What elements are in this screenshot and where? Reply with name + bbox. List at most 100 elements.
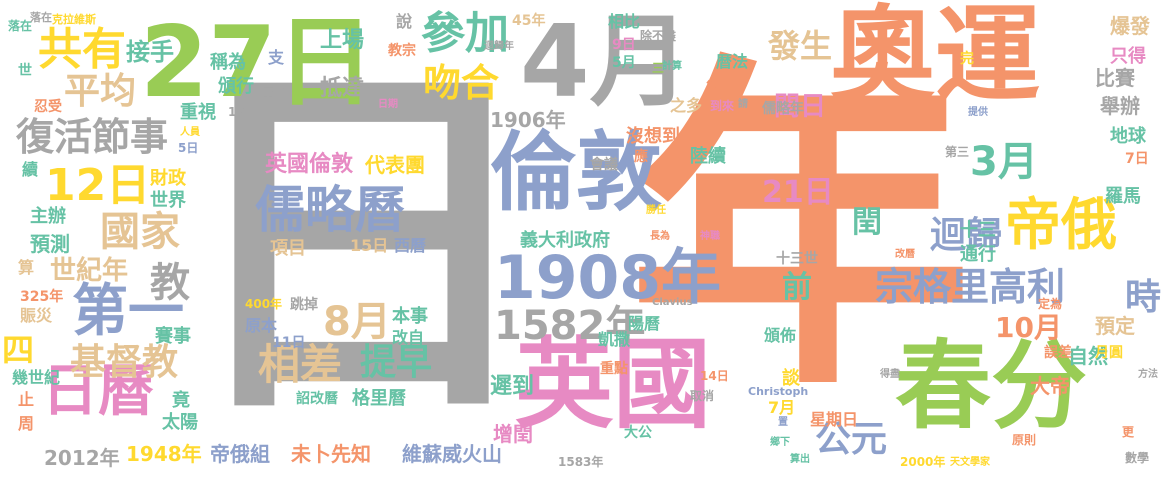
word: 1583年 [558,455,604,469]
word: 稱為 [210,52,246,73]
word: 西曆 [394,236,427,255]
word: 英國 [515,328,712,442]
word: 財政 [150,168,186,189]
word: 地球 [1110,126,1146,147]
word: 抵達 [320,76,365,101]
word: 詔改曆 [296,391,338,407]
word: 天文學家 [950,457,990,468]
word: 參加 [421,8,509,59]
word: 長為 [650,231,670,242]
word: 基督教 [70,342,179,383]
word: 勝任 [646,205,666,216]
word: 四 [2,331,35,369]
word: 克拉維斯 [52,13,96,26]
word: 1908年 [494,243,721,313]
word: 羅馬 [1105,186,1141,207]
word: 落在 [8,19,33,33]
word: 舉辦 [1100,94,1140,118]
word: 續 [22,160,39,179]
word: 完 [960,51,974,67]
word: 竟 [172,390,190,411]
word: 1582年 [494,303,646,349]
word: 重視 [180,102,216,123]
word: 支 [268,48,285,67]
word: 11日 [272,335,306,351]
word: 27日 [140,6,375,120]
word: 改曆 [895,249,915,260]
word: 吻合 [423,61,500,105]
word: 本事 [392,306,428,327]
word: 世 [18,63,32,79]
word: 15日 [350,236,389,255]
word: 奧運 [830,0,1041,117]
word: 落在 [30,11,52,24]
word: 2000年 [900,455,946,469]
word: 教 [150,260,190,306]
word: 十三世 [776,251,818,267]
word: 賑災 [20,306,53,325]
word: 時 [1125,277,1162,318]
word: 帝俄組 [210,442,270,466]
word: 神職 [700,231,720,242]
word: 星期日 [810,410,859,429]
word: 預測 [30,232,70,256]
word: 太陽 [162,412,198,433]
word: Christoph [748,385,809,398]
word: 共有 [38,24,126,75]
word: 21日 [762,175,834,210]
word: 儒略年 [762,101,804,117]
word: 相比 [608,12,641,31]
word: 改自 [392,328,425,347]
word: 325年 [20,289,64,305]
word: 更 [1122,425,1135,439]
word: 前 [782,270,812,305]
word: 得盡 [880,369,900,380]
word: 會議 [590,157,618,173]
word: 次 [705,75,744,119]
word: 迴歸年 [484,41,514,52]
word: 止 [18,390,35,409]
word: 自然 [1068,344,1108,368]
word: 相差 [258,340,343,389]
word: 三 [652,61,665,75]
word: 帝俄 [1005,193,1117,258]
word: 應 [634,149,648,165]
word: 月圓 [1095,345,1123,361]
word: 大帝 [1030,374,1070,398]
word: 8月 [323,299,391,345]
word: 發生 [768,27,833,65]
word: 十三 [960,220,996,241]
word: 遲到 [490,374,535,399]
word: 頒佈 [764,326,797,345]
word: 方法 [1138,369,1158,380]
word: 2012年 [44,446,120,470]
word: 4月 [520,3,690,120]
word: 誤差 [1044,345,1072,361]
word: 置 [778,417,788,428]
word: 上場 [320,28,365,53]
word: 維蘇威火山 [402,442,502,466]
word: 提早 [360,342,433,383]
word: 比賽 [1095,66,1135,90]
word: 原則 [1012,433,1037,447]
word: 當年 [260,82,293,101]
word: 日 [175,32,545,462]
word: 原本 [245,316,278,335]
word: 接手 [126,38,174,66]
word: 算 [18,258,35,277]
word: 日期 [378,99,398,110]
word: 1948年 [126,442,202,466]
word: 數學 [1125,451,1150,465]
word: 45年 [512,13,546,29]
word: 平均 [64,71,137,112]
word: 14日 [700,369,729,383]
word: 1906年 [490,108,566,132]
word: 忍受 [34,99,62,115]
word: 400年 [245,297,283,311]
word: 增閏 [493,422,533,446]
word: 世紀年 [50,256,129,286]
word: 暦法 [716,52,749,71]
word: 7日 [1125,151,1149,167]
word: 9日 [612,37,636,53]
word: 宗格里高利 [875,265,1066,309]
